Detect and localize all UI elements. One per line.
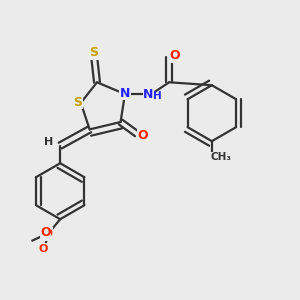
- Text: N: N: [120, 87, 130, 100]
- Text: O: O: [42, 227, 52, 240]
- Text: N: N: [143, 88, 154, 100]
- Text: H: H: [44, 137, 53, 147]
- Text: O: O: [38, 244, 48, 254]
- Text: S: S: [74, 96, 82, 109]
- Text: H: H: [153, 91, 162, 101]
- Text: O: O: [169, 49, 180, 62]
- Text: CH₃: CH₃: [211, 152, 232, 162]
- Text: S: S: [90, 46, 99, 59]
- Text: O: O: [137, 129, 148, 142]
- Text: O: O: [40, 226, 51, 239]
